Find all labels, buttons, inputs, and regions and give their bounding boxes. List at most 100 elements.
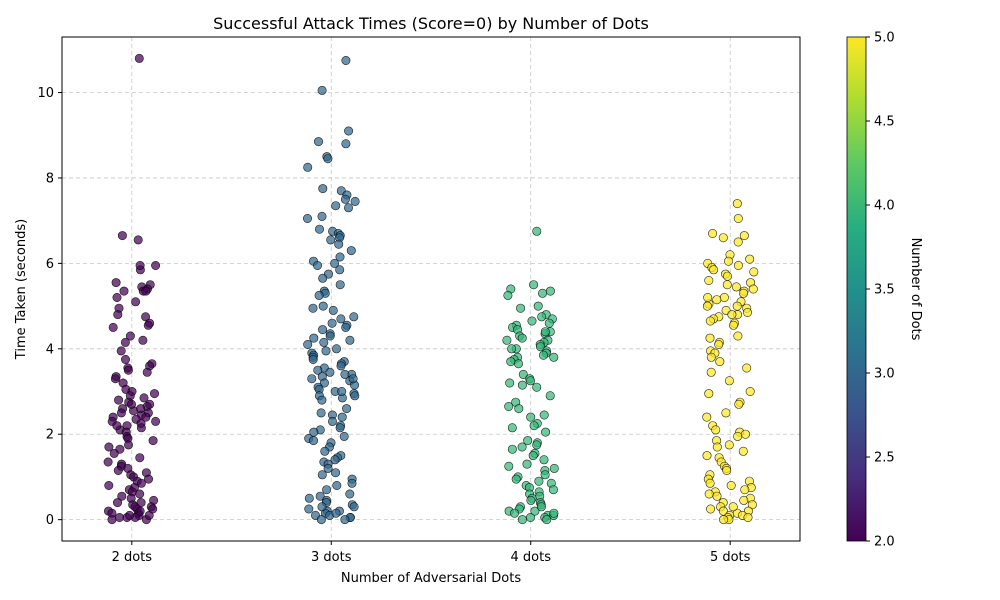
data-point: [116, 408, 126, 418]
data-point: [120, 337, 130, 347]
data-point: [308, 303, 318, 313]
data-point: [708, 229, 718, 239]
data-point: [144, 474, 154, 484]
data-point: [125, 510, 135, 520]
data-point: [714, 339, 724, 349]
data-point: [705, 333, 715, 343]
data-point: [541, 427, 551, 437]
data-point: [336, 314, 346, 324]
data-point: [312, 260, 322, 270]
data-point: [549, 352, 559, 362]
data-point: [537, 312, 547, 322]
data-point: [506, 357, 516, 367]
data-point: [103, 457, 113, 467]
data-point: [548, 485, 558, 495]
data-point: [704, 489, 714, 499]
data-point: [711, 425, 721, 435]
data-point: [115, 512, 125, 522]
data-point: [124, 440, 134, 450]
data-point: [535, 342, 545, 352]
x-tick-label: 4 dots: [510, 550, 551, 565]
data-point: [504, 461, 514, 471]
data-point: [540, 470, 550, 480]
data-point: [539, 410, 549, 420]
data-point: [141, 412, 151, 422]
x-tick-label: 5 dots: [710, 550, 751, 565]
data-point: [702, 301, 712, 311]
data-point: [549, 508, 559, 518]
data-point: [749, 267, 759, 277]
data-point: [335, 280, 345, 290]
data-point: [706, 504, 716, 514]
y-tick-label: 6: [46, 257, 54, 272]
data-point: [334, 239, 344, 249]
data-point: [532, 440, 542, 450]
data-point: [304, 504, 314, 514]
data-point: [513, 359, 523, 369]
data-point: [131, 297, 141, 307]
data-point: [116, 346, 126, 356]
data-point: [732, 199, 742, 209]
data-point: [738, 446, 748, 456]
data-point: [740, 429, 750, 439]
data-point: [323, 154, 333, 164]
data-point: [726, 480, 736, 490]
data-point: [538, 350, 548, 360]
data-point: [344, 126, 354, 136]
data-point: [705, 478, 715, 488]
data-point: [742, 363, 752, 373]
data-point: [350, 391, 360, 401]
data-point: [721, 408, 731, 418]
data-point: [545, 286, 555, 296]
data-point: [142, 367, 152, 377]
data-point: [135, 489, 145, 499]
data-point: [331, 508, 341, 518]
data-point: [724, 440, 734, 450]
data-point: [319, 337, 329, 347]
data-point: [507, 444, 517, 454]
data-point: [148, 504, 158, 514]
y-tick-label: 0: [46, 513, 54, 528]
data-point: [549, 463, 559, 473]
data-point: [722, 465, 732, 475]
data-point: [313, 137, 323, 147]
data-point: [715, 357, 725, 367]
colorbar-tick-label: 2.0: [874, 535, 895, 550]
data-point: [705, 316, 715, 326]
data-point: [135, 453, 145, 463]
data-point: [117, 231, 127, 241]
data-point: [341, 322, 351, 332]
data-point: [539, 455, 549, 465]
data-point: [316, 408, 326, 418]
data-point: [748, 284, 758, 294]
data-point: [308, 354, 318, 364]
chart-title: Successful Attack Times (Score=0) by Num…: [213, 14, 649, 33]
data-point: [742, 307, 752, 317]
data-point: [325, 367, 335, 377]
data-point: [317, 211, 327, 221]
data-point: [523, 436, 533, 446]
data-point: [745, 254, 755, 264]
data-point: [107, 515, 117, 525]
data-point: [507, 344, 517, 354]
data-point: [537, 288, 547, 298]
data-point: [719, 515, 729, 525]
data-point: [314, 290, 324, 300]
data-point: [709, 265, 719, 275]
data-point: [114, 395, 124, 405]
data-point: [740, 485, 750, 495]
data-point: [532, 382, 542, 392]
data-point: [110, 374, 120, 384]
colorbar: 2.0 2.5 3.0 3.5 4.0 4.5 5.0: [846, 31, 895, 550]
data-point: [321, 346, 331, 356]
data-point: [739, 495, 749, 505]
data-point: [514, 404, 524, 414]
colorbar-tick-label: 4.5: [874, 115, 895, 130]
data-point: [529, 421, 539, 431]
data-point: [332, 480, 342, 490]
data-point: [104, 442, 114, 452]
data-point: [136, 478, 146, 488]
data-point: [136, 404, 146, 414]
data-point: [733, 260, 743, 270]
data-point: [544, 318, 554, 328]
